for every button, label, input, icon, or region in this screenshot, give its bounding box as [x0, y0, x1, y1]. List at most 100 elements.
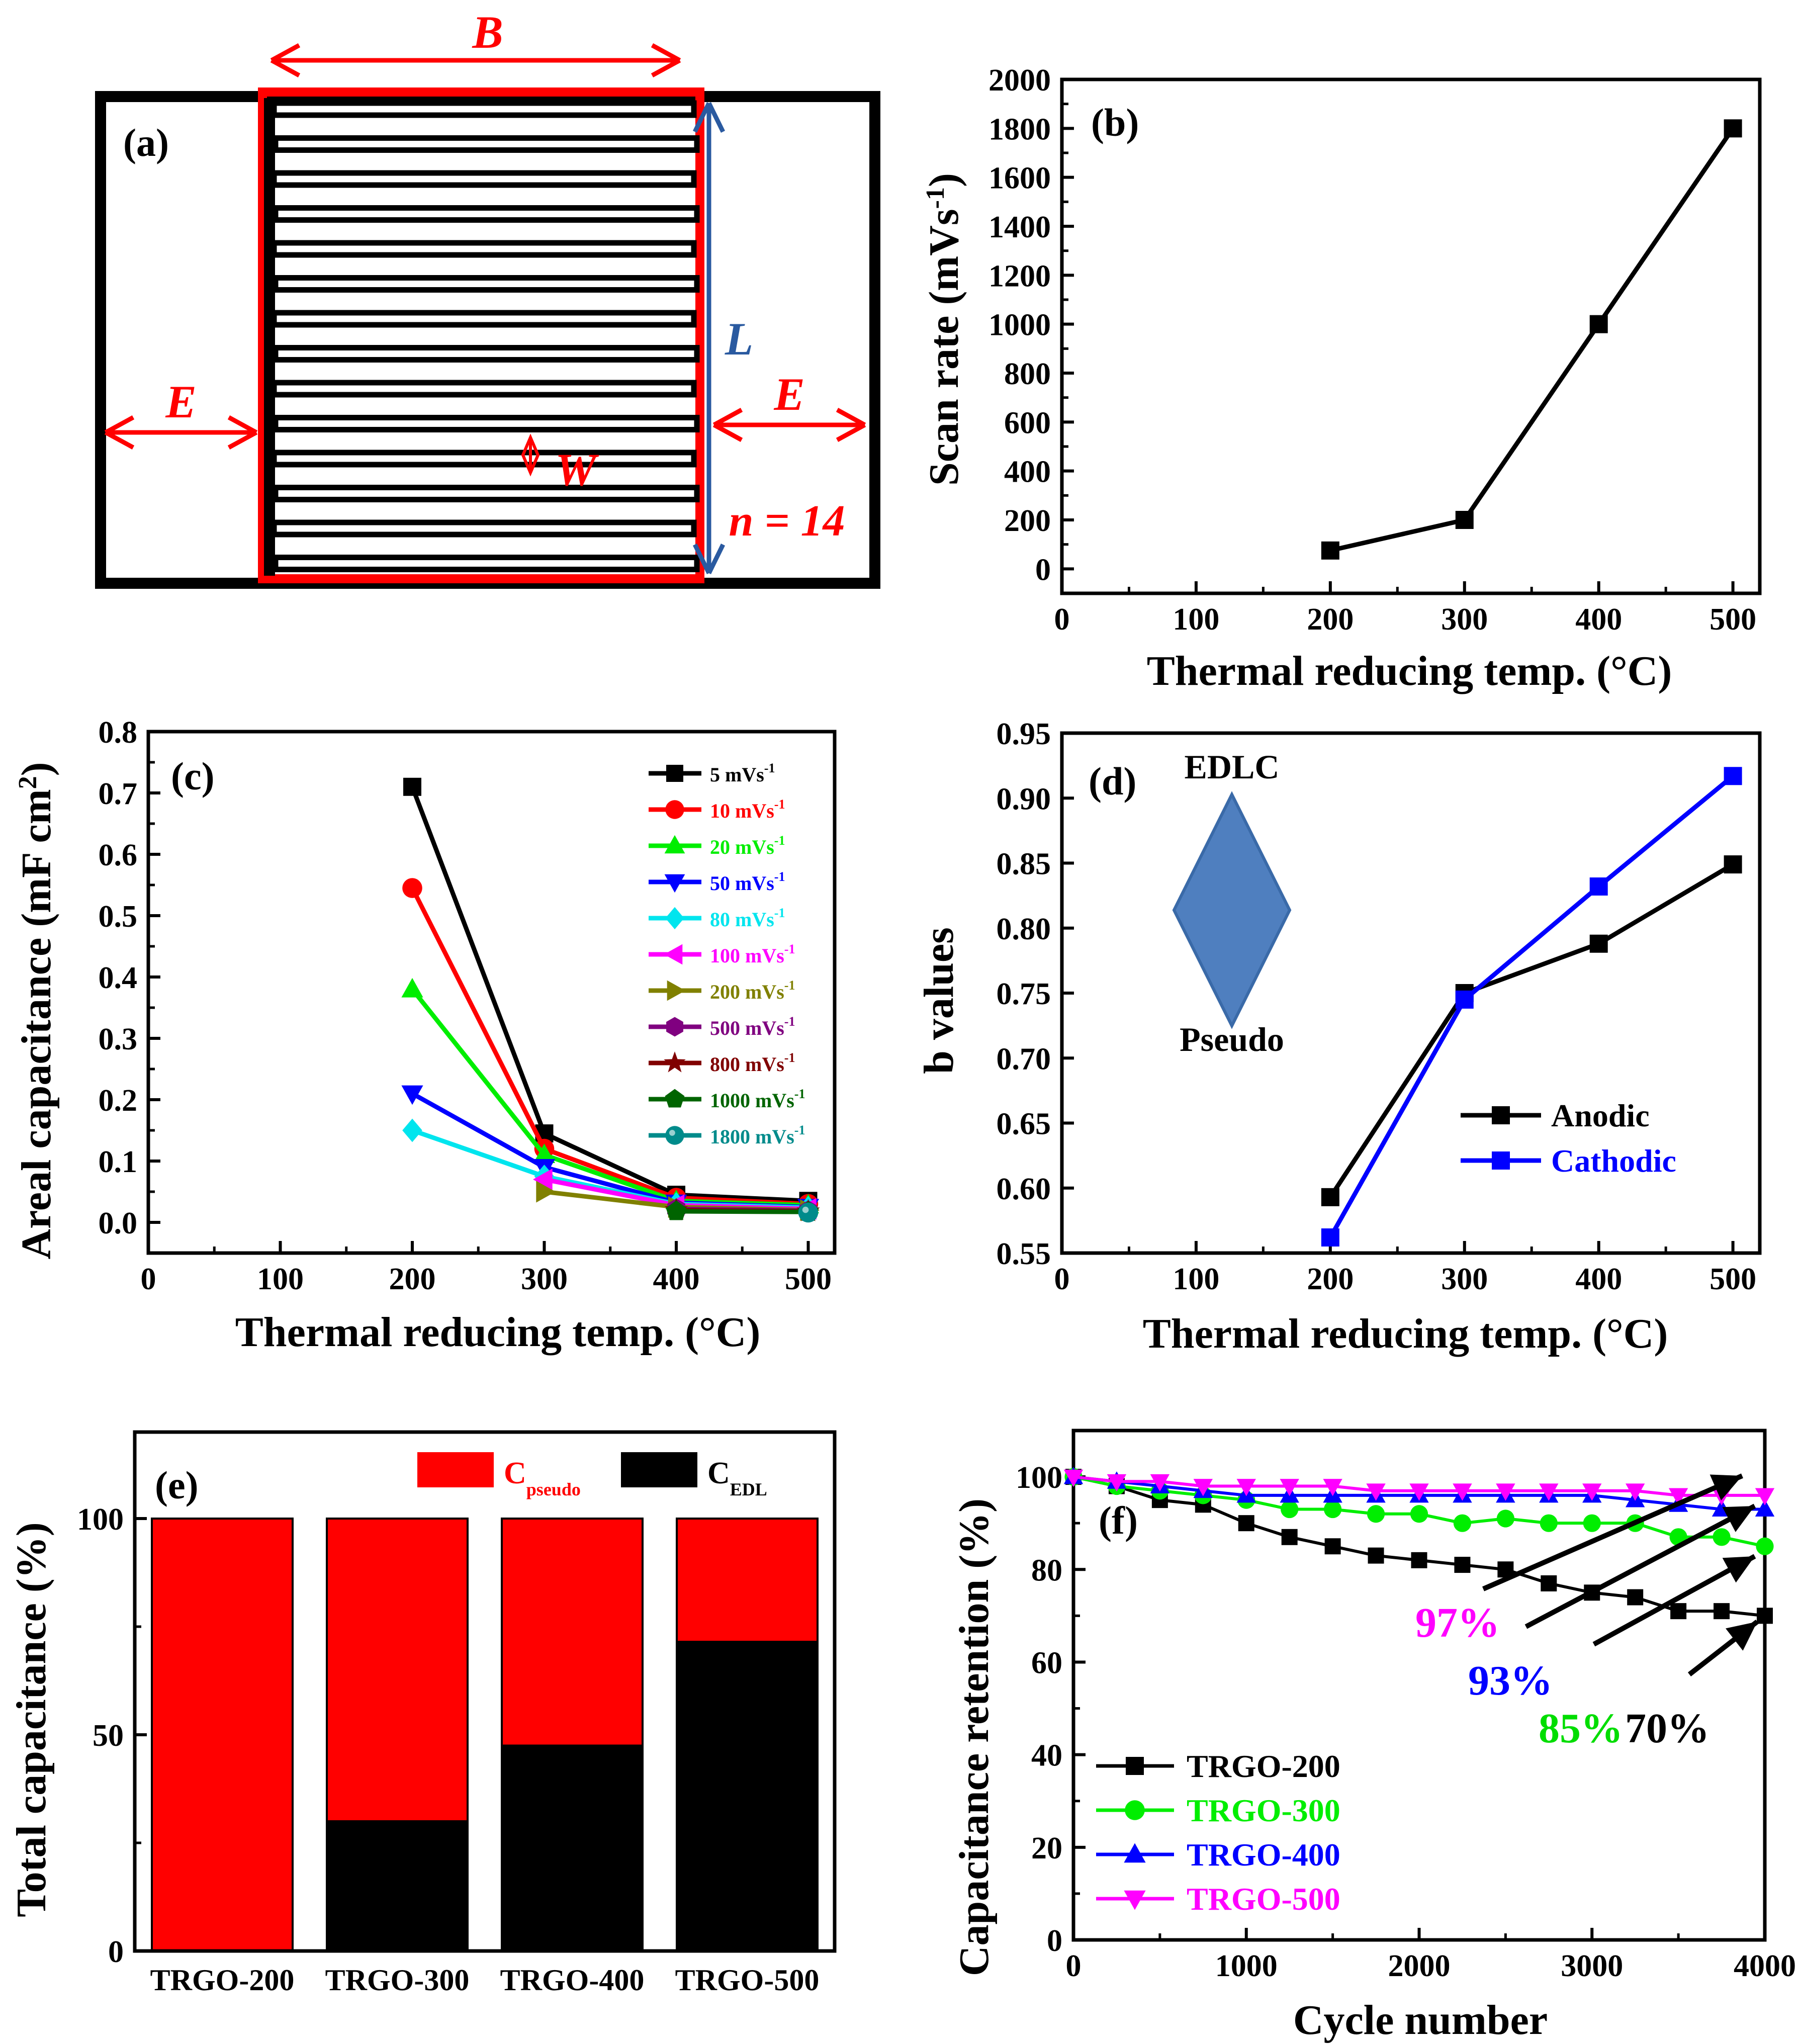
- x-tick-label: 500: [785, 1262, 832, 1296]
- panel-c-chart: 0 100 200 300 400 500 0.0 0.1 0.2 0.3 0.4 0.5 0.6 0.7…: [13, 716, 837, 1356]
- y-tick-label: 0.3: [99, 1022, 138, 1056]
- legend-label: TRGO-200: [1187, 1748, 1340, 1784]
- data-marker: [1724, 119, 1742, 138]
- data-marker-highlight: [802, 1206, 809, 1213]
- data-marker: [1126, 1757, 1144, 1775]
- series-line: [1328, 862, 1734, 1199]
- legend-label: 1000 mVs-1: [710, 1087, 805, 1112]
- legend-swatch: [417, 1452, 494, 1487]
- legend-label: 50 mVs-1: [710, 869, 785, 895]
- panel-f-label: (f): [1099, 1498, 1138, 1542]
- y-tick-label: 80: [1031, 1553, 1062, 1587]
- data-marker: [1150, 1474, 1170, 1492]
- panel-f-chart: 0 1000 2000 3000 4000 0 20 40 60 80 100 (f) 97% 93…: [951, 1429, 1796, 2043]
- y-tick-label: 20: [1031, 1831, 1062, 1865]
- panel-e-plot-layer: TRGO-200 TRGO-300 TRGO-400 TRGO-500 0 50 100: [77, 1430, 837, 1997]
- stacked-bar-segment: [676, 1641, 819, 1952]
- y-tick-label: 50: [93, 1719, 124, 1753]
- data-marker: [1281, 1500, 1299, 1519]
- electrode-finger: [271, 240, 697, 258]
- data-marker-highlight: [669, 1129, 675, 1136]
- data-marker: [1454, 1557, 1471, 1573]
- legend-label: TRGO-500: [1187, 1881, 1340, 1917]
- w-gap-marker: [521, 433, 540, 477]
- panel-d-chart: 0 100 200 300 400 500 0.55 0.60 0.65 0.70 0.75 0.80…: [916, 717, 1762, 1357]
- panel-c-y-axis-title: Areal capacitance (mF cm2): [13, 762, 60, 1259]
- y-tick-label: 60: [1031, 1646, 1062, 1680]
- stacked-bar-segment: [326, 1518, 469, 1822]
- panel-f-x-axis-title: Cycle number: [1293, 1997, 1548, 2043]
- data-marker: [1589, 877, 1608, 896]
- data-marker: [1453, 1514, 1472, 1532]
- annotation-arrow-head: [1722, 1506, 1755, 1532]
- data-marker: [402, 1118, 422, 1142]
- x-tick-label: 0: [1054, 1262, 1070, 1296]
- annotation-arrow: [1592, 1554, 1756, 1647]
- panel-b-y-title-tail: ): [921, 173, 967, 187]
- legend-label-main: C: [707, 1456, 730, 1490]
- data-marker: [665, 800, 684, 819]
- data-marker: [1724, 855, 1742, 874]
- legend-label-sup: -1: [784, 1050, 795, 1065]
- x-tick-label: 1000: [1215, 1949, 1278, 1983]
- data-marker: [1193, 1479, 1213, 1496]
- y-tick-label: 0.6: [99, 838, 138, 872]
- y-tick-label: 0.90: [997, 782, 1051, 816]
- panel-e-chart: TRGO-200 TRGO-300 TRGO-400 TRGO-500 0 50 100 (…: [8, 1430, 837, 1997]
- y-tick-label: 0.2: [99, 1084, 138, 1118]
- data-marker: [1589, 934, 1608, 953]
- electrode-finger: [271, 519, 697, 538]
- data-marker: [798, 1202, 819, 1223]
- panel-d-x-axis-title: Thermal reducing temp. (°C): [1143, 1310, 1668, 1357]
- l-arrow-head-bottom: [692, 544, 726, 574]
- y-tick-label: 1400: [988, 210, 1051, 244]
- annotation-70: 70%: [1625, 1705, 1709, 1752]
- pseudo-label: Pseudo: [1180, 1020, 1284, 1058]
- x-tick-label: 100: [1173, 1262, 1219, 1296]
- legend-label-main: 200 mVs: [710, 981, 784, 1003]
- data-marker: [1124, 1890, 1146, 1910]
- electrode-finger: [271, 170, 697, 188]
- e-right-label: E: [773, 369, 804, 420]
- e-right-arrow-heads: [712, 408, 866, 442]
- data-marker: [1755, 1499, 1775, 1517]
- data-marker: [1323, 1479, 1342, 1496]
- edlc-pseudo-diamond: [1172, 791, 1292, 1029]
- e-left-label: E: [165, 376, 196, 427]
- data-marker: [1409, 1483, 1429, 1501]
- y-tick-label: 0.75: [997, 977, 1051, 1011]
- legend-label-sup: -1: [794, 1123, 805, 1137]
- data-marker: [401, 977, 423, 998]
- legend-label-sup: -1: [794, 1087, 805, 1101]
- y-tick-label: 0.5: [99, 900, 138, 934]
- legend-label: 800 mVs-1: [710, 1050, 795, 1076]
- panel-f-y-axis-title: Capacitance retention (%): [951, 1498, 998, 1976]
- x-tick-label: TRGO-500: [675, 1964, 820, 1997]
- data-marker: [1540, 1514, 1558, 1532]
- data-marker: [664, 874, 685, 893]
- x-tick-label: 400: [1575, 1262, 1622, 1296]
- legend-label-sup: -1: [774, 906, 785, 920]
- data-marker: [666, 1200, 687, 1220]
- panel-c-legend: 5 mVs-110 mVs-120 mVs-150 mVs-180 mVs-11…: [649, 761, 805, 1148]
- data-marker: [1496, 1483, 1515, 1501]
- data-marker: [1627, 1589, 1644, 1606]
- legend-label: 5 mVs-1: [710, 761, 775, 786]
- y-tick-label: 2000: [988, 63, 1051, 98]
- panel-e-y-axis-title: Total capacitance (%): [8, 1522, 55, 1917]
- stacked-bar-segment: [151, 1518, 294, 1952]
- data-marker: [1411, 1552, 1427, 1568]
- y-tick-label: 0.55: [997, 1237, 1051, 1271]
- b-label: B: [472, 7, 503, 58]
- legend-label-main: 50 mVs: [710, 872, 774, 895]
- electrode-finger: [273, 415, 700, 432]
- electrode-finger: [271, 100, 697, 118]
- electrode-finger: [273, 135, 700, 153]
- legend-label: Anodic: [1551, 1098, 1650, 1133]
- data-marker: [401, 1085, 423, 1105]
- electrode-finger: [271, 380, 697, 398]
- plot-frame: [1060, 77, 1762, 595]
- y-tick-label: 0.4: [99, 961, 138, 995]
- y-tick-label: 1000: [988, 308, 1051, 342]
